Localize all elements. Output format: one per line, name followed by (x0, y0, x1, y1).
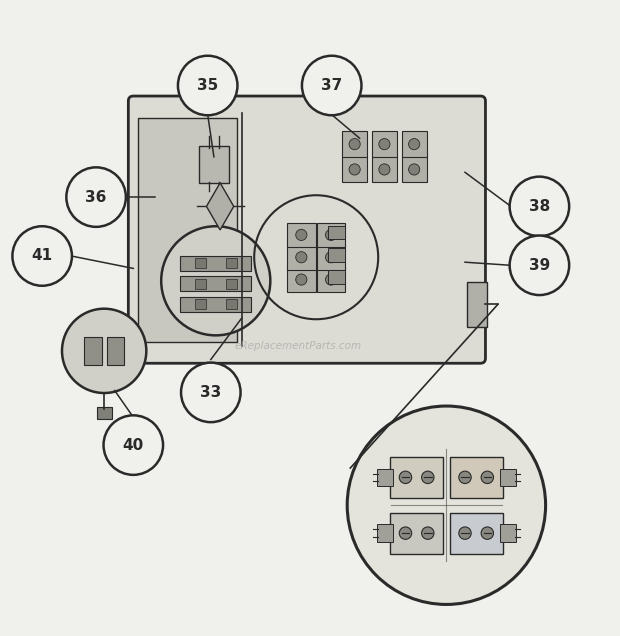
Circle shape (422, 527, 434, 539)
Circle shape (399, 471, 412, 483)
Circle shape (349, 164, 360, 175)
FancyBboxPatch shape (180, 277, 251, 291)
FancyBboxPatch shape (199, 146, 229, 183)
FancyBboxPatch shape (317, 267, 345, 292)
Text: 40: 40 (123, 438, 144, 453)
FancyBboxPatch shape (450, 513, 503, 553)
Circle shape (296, 274, 307, 285)
FancyBboxPatch shape (390, 513, 443, 553)
Circle shape (422, 471, 434, 483)
Circle shape (296, 230, 307, 240)
Text: 41: 41 (32, 249, 53, 263)
Text: 39: 39 (529, 258, 550, 273)
FancyBboxPatch shape (328, 226, 345, 239)
FancyBboxPatch shape (84, 337, 102, 364)
FancyBboxPatch shape (107, 337, 124, 364)
FancyBboxPatch shape (128, 96, 485, 363)
Circle shape (459, 471, 471, 483)
FancyBboxPatch shape (328, 248, 345, 261)
Circle shape (326, 274, 337, 285)
Text: 33: 33 (200, 385, 221, 400)
FancyBboxPatch shape (402, 131, 427, 157)
Circle shape (347, 406, 546, 604)
Circle shape (62, 308, 146, 393)
Circle shape (399, 527, 412, 539)
Text: 36: 36 (86, 190, 107, 205)
FancyBboxPatch shape (180, 297, 251, 312)
FancyBboxPatch shape (372, 156, 397, 183)
FancyBboxPatch shape (450, 457, 503, 498)
Circle shape (481, 471, 494, 483)
Circle shape (510, 235, 569, 295)
FancyBboxPatch shape (226, 258, 237, 268)
FancyBboxPatch shape (390, 457, 443, 498)
Circle shape (409, 139, 420, 149)
FancyBboxPatch shape (377, 469, 393, 486)
Circle shape (379, 139, 390, 149)
FancyBboxPatch shape (195, 279, 206, 289)
Circle shape (510, 177, 569, 236)
Circle shape (296, 252, 307, 263)
Circle shape (12, 226, 72, 286)
Polygon shape (206, 183, 234, 230)
FancyBboxPatch shape (226, 300, 237, 309)
Circle shape (379, 164, 390, 175)
FancyBboxPatch shape (195, 300, 206, 309)
FancyBboxPatch shape (377, 525, 393, 542)
FancyBboxPatch shape (317, 223, 345, 247)
FancyBboxPatch shape (97, 406, 112, 419)
Circle shape (349, 139, 360, 149)
Text: 37: 37 (321, 78, 342, 93)
Circle shape (104, 415, 163, 475)
Circle shape (481, 527, 494, 539)
Circle shape (302, 56, 361, 115)
FancyBboxPatch shape (342, 131, 367, 157)
Text: 38: 38 (529, 199, 550, 214)
Circle shape (66, 167, 126, 227)
FancyBboxPatch shape (138, 118, 237, 342)
FancyBboxPatch shape (342, 156, 367, 183)
Circle shape (178, 56, 237, 115)
Circle shape (459, 527, 471, 539)
FancyBboxPatch shape (180, 256, 251, 271)
FancyBboxPatch shape (328, 270, 345, 284)
Text: 35: 35 (197, 78, 218, 93)
Circle shape (326, 230, 337, 240)
FancyBboxPatch shape (195, 258, 206, 268)
FancyBboxPatch shape (226, 279, 237, 289)
FancyBboxPatch shape (467, 282, 487, 327)
FancyBboxPatch shape (287, 223, 316, 247)
FancyBboxPatch shape (317, 245, 345, 270)
FancyBboxPatch shape (500, 469, 516, 486)
FancyBboxPatch shape (402, 156, 427, 183)
FancyBboxPatch shape (287, 267, 316, 292)
Circle shape (409, 164, 420, 175)
FancyBboxPatch shape (372, 131, 397, 157)
Text: eReplacementParts.com: eReplacementParts.com (234, 341, 361, 351)
Circle shape (181, 363, 241, 422)
FancyBboxPatch shape (500, 525, 516, 542)
Circle shape (161, 226, 270, 335)
Circle shape (326, 252, 337, 263)
FancyBboxPatch shape (287, 245, 316, 270)
